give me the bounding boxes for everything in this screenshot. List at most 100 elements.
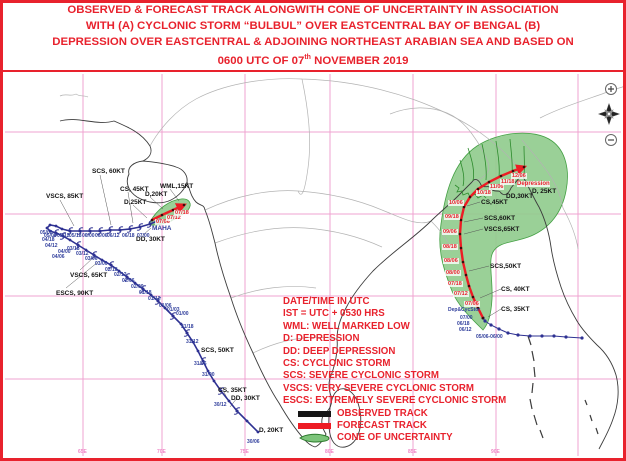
state-boundary — [471, 133, 490, 183]
track-point — [516, 333, 520, 337]
state-boundary — [204, 190, 432, 224]
forecast-point — [511, 169, 515, 173]
legend-info-line: CS: CYCLONIC STORM — [283, 358, 391, 370]
coastline — [521, 174, 619, 450]
track-point — [196, 349, 200, 353]
legend-item-forecast: FORECAST TRACK — [283, 420, 506, 432]
track-point — [68, 238, 72, 242]
state-boundary — [297, 78, 310, 195]
title-line-2: WITH (A) CYCLONIC STORM “BULBUL” OVER EA… — [85, 20, 541, 32]
legend-item-cone: CONE OF UNCERTAINTY — [283, 432, 506, 444]
title-line-4-sup: th — [304, 54, 311, 62]
track-point — [552, 334, 556, 338]
title-line-4-pre: 0600 UTC OF 07 — [217, 54, 305, 67]
track-point — [117, 269, 121, 273]
coastline — [328, 388, 362, 448]
coastline — [126, 160, 188, 204]
label-leader-line — [99, 174, 112, 226]
cyclone-symbol — [90, 251, 98, 259]
title-block: OBSERVED & FORECAST TRACK ALONGWITH CONE… — [3, 3, 623, 72]
state-boundary — [521, 139, 579, 250]
track-point — [60, 227, 64, 231]
observed-track-maha — [45, 219, 259, 433]
forecast-point — [476, 306, 480, 310]
forecast-point — [458, 232, 462, 236]
label-leader-line — [142, 227, 152, 236]
legend-item-label: CONE OF UNCERTAINTY — [337, 432, 453, 444]
forecast-point — [471, 295, 475, 299]
legend-info-line: DD: DEEP DEPRESSION — [283, 345, 396, 357]
label-leader-line — [463, 217, 484, 223]
state-boundary — [214, 227, 383, 248]
coastline — [59, 119, 152, 162]
forecast-point — [462, 205, 466, 209]
forecast-point — [171, 208, 175, 212]
legend-info-line: IST = UTC + 0530 HRS — [283, 308, 385, 320]
forecast-point — [459, 246, 463, 250]
track-point — [528, 334, 532, 338]
legend-info-line: ESCS: EXTREMELY SEVERE CYCLONIC STORM — [283, 395, 507, 407]
observed-swatch-icon — [298, 410, 331, 417]
label-leader-line — [466, 201, 481, 207]
label-leader-line — [79, 256, 95, 271]
title-line-4-post: NOVEMBER 2019 — [310, 54, 409, 67]
label-leader-line — [468, 265, 490, 272]
forecast-point — [522, 165, 526, 169]
legend-info-line: WML: WELL MARKED LOW — [283, 320, 410, 332]
track-point — [45, 226, 49, 230]
track-point — [163, 306, 167, 310]
track-point — [506, 331, 510, 335]
forecast-track-maha — [151, 203, 187, 222]
forecast-point — [461, 260, 465, 264]
track-point — [212, 379, 216, 383]
coastline — [471, 174, 523, 196]
label-leader-line — [487, 308, 502, 318]
forecast-point — [464, 273, 468, 277]
label-leader-line — [479, 288, 502, 299]
forecast-point — [467, 284, 471, 288]
compass-center — [607, 112, 611, 116]
forecast-point — [150, 218, 154, 222]
label-leader-line — [229, 397, 238, 408]
track-point — [489, 323, 493, 327]
legend-item-observed: OBSERVED TRACK — [283, 408, 506, 420]
label-leader-line — [149, 196, 164, 210]
forecast-track-bulbul — [458, 164, 528, 319]
title-line-4: 0600 UTC OF 07th NOVEMBER 2019 — [218, 50, 409, 69]
track-point — [48, 223, 52, 227]
state-boundary — [252, 336, 338, 354]
state-boundary — [539, 85, 626, 119]
track-point — [540, 334, 544, 338]
cyclone-symbol — [199, 357, 207, 365]
legend-info-line: D: DEPRESSION — [283, 333, 360, 345]
label-leader-line — [65, 261, 99, 289]
state-boundary — [59, 93, 89, 98]
track-point — [54, 224, 58, 228]
track-point — [564, 335, 568, 339]
forecast-point — [459, 218, 463, 222]
state-boundary — [389, 107, 473, 135]
label-leader-line — [59, 199, 75, 227]
plus-icon — [608, 86, 614, 92]
track-point — [483, 319, 487, 323]
legend-info-line: VSCS: VERY SEVERE CYCLONIC STORM — [283, 382, 474, 394]
forecast-point — [468, 195, 472, 199]
track-point — [179, 322, 183, 326]
cone-swatch-icon — [299, 433, 330, 443]
track-point — [158, 218, 162, 222]
forecast-point — [481, 316, 485, 320]
island-chain — [527, 335, 599, 439]
map-legend: DATE/TIME IN UTC IST = UTC + 0530 HRS WML:… — [283, 296, 506, 444]
legend-info-line: SCS: SEVERE CYCLONIC STORM — [283, 370, 439, 382]
cyclone-symbol — [74, 241, 82, 249]
track-point — [191, 340, 195, 344]
cyclone-symbol — [59, 232, 67, 240]
legend-info-line: DATE/TIME IN UTC — [283, 296, 370, 307]
track-point — [100, 258, 104, 262]
legend-item-label: OBSERVED TRACK — [337, 408, 428, 420]
label-leader-line — [169, 188, 180, 202]
track-point — [497, 327, 501, 331]
title-line-1: OBSERVED & FORECAST TRACK ALONGWITH CONE… — [67, 4, 559, 17]
delta-rivers — [454, 138, 525, 199]
track-point — [48, 229, 52, 233]
